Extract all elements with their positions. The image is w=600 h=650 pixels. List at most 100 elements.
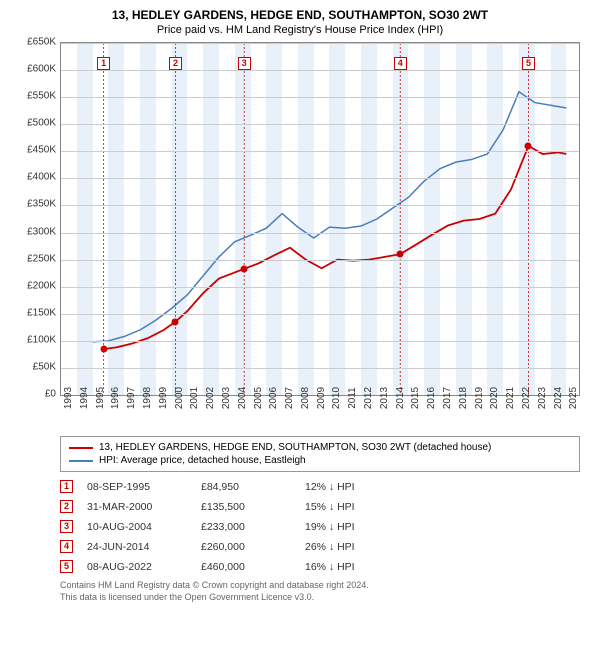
sale-pct: 26% ↓ HPI	[305, 541, 395, 553]
sale-marker-box: 1	[97, 57, 110, 70]
legend-label: 13, HEDLEY GARDENS, HEDGE END, SOUTHAMPT…	[99, 442, 491, 453]
sales-row: 108-SEP-1995£84,95012% ↓ HPI	[60, 480, 590, 493]
sale-price: £135,500	[201, 501, 291, 513]
x-axis-label: 2012	[363, 387, 374, 409]
x-axis-label: 1994	[79, 387, 90, 409]
x-axis-label: 2022	[521, 387, 532, 409]
sales-row: 4 24-JUN-2014 £260,000 26% ↓ HPI	[60, 540, 590, 553]
gridline	[61, 97, 579, 98]
sales-row: 5 08-AUG-2022 £460,000 16% ↓ HPI	[60, 560, 590, 573]
sale-date: 10-AUG-2004	[87, 521, 187, 533]
y-axis-label: £50K	[33, 361, 60, 372]
x-axis-label: 2000	[174, 387, 185, 409]
y-axis-label: £600K	[27, 64, 60, 75]
y-axis-label: £0	[45, 389, 60, 400]
gridline	[61, 260, 579, 261]
gridline	[61, 70, 579, 71]
x-axis-label: 2015	[410, 387, 421, 409]
chart-area: 1 2 3 4 5 1993199419951996199719981999200020…	[60, 42, 580, 432]
x-axis-label: 2008	[300, 387, 311, 409]
x-axis-label: 2018	[458, 387, 469, 409]
sale-price: £84,950	[201, 481, 291, 493]
x-axis-labels: 1993199419951996199719981999200020012002…	[60, 396, 580, 432]
gridline	[61, 368, 579, 369]
sale-index: 1	[60, 480, 73, 493]
sale-pct: 12% ↓ HPI	[305, 481, 395, 493]
x-axis-label: 2002	[205, 387, 216, 409]
x-axis-label: 1995	[95, 387, 106, 409]
sale-date: 08-AUG-2022	[87, 561, 187, 573]
y-axis-label: £400K	[27, 172, 60, 183]
y-axis-label: £650K	[27, 37, 60, 48]
plot-region: 1 2 3 4 5	[60, 42, 580, 396]
sale-date: 24-JUN-2014	[87, 541, 187, 553]
x-axis-label: 2017	[442, 387, 453, 409]
sale-pct: 15% ↓ HPI	[305, 501, 395, 513]
y-axis-label: £200K	[27, 280, 60, 291]
sale-price: £260,000	[201, 541, 291, 553]
gridline	[61, 314, 579, 315]
x-axis-label: 2024	[553, 387, 564, 409]
sale-marker-dot	[397, 251, 404, 258]
y-axis-label: £150K	[27, 307, 60, 318]
gridline	[61, 233, 579, 234]
x-axis-label: 2020	[489, 387, 500, 409]
sale-marker-dot	[241, 265, 248, 272]
x-axis-label: 1993	[63, 387, 74, 409]
sales-table: 108-SEP-1995£84,95012% ↓ HPI231-MAR-2000…	[60, 480, 590, 573]
footer: Contains HM Land Registry data © Crown c…	[60, 580, 590, 603]
x-axis-label: 2023	[537, 387, 548, 409]
legend: 13, HEDLEY GARDENS, HEDGE END, SOUTHAMPT…	[60, 436, 580, 472]
y-axis-label: £250K	[27, 253, 60, 264]
x-axis-label: 2021	[505, 387, 516, 409]
gridline	[61, 205, 579, 206]
x-axis-label: 2003	[221, 387, 232, 409]
y-axis-label: £300K	[27, 226, 60, 237]
x-axis-label: 2004	[237, 387, 248, 409]
gridline	[61, 151, 579, 152]
x-axis-label: 2010	[331, 387, 342, 409]
legend-label: HPI: Average price, detached house, East…	[99, 455, 306, 466]
sale-marker-box: 3	[238, 57, 251, 70]
x-axis-label: 2025	[568, 387, 579, 409]
sale-marker-box: 5	[522, 57, 535, 70]
footer-line: This data is licensed under the Open Gov…	[60, 592, 590, 604]
sale-marker-box: 2	[169, 57, 182, 70]
y-axis-label: £450K	[27, 145, 60, 156]
sale-price: £460,000	[201, 561, 291, 573]
legend-swatch	[69, 447, 93, 449]
x-axis-label: 2005	[253, 387, 264, 409]
sale-marker-dot	[525, 142, 532, 149]
gridline	[61, 287, 579, 288]
x-axis-label: 2014	[395, 387, 406, 409]
chart-title: 13, HEDLEY GARDENS, HEDGE END, SOUTHAMPT…	[10, 8, 590, 22]
sale-date: 31-MAR-2000	[87, 501, 187, 513]
x-axis-label: 2019	[474, 387, 485, 409]
y-axis-label: £100K	[27, 334, 60, 345]
x-axis-label: 2013	[379, 387, 390, 409]
footer-line: Contains HM Land Registry data © Crown c…	[60, 580, 590, 592]
x-axis-label: 2001	[189, 387, 200, 409]
gridline	[61, 178, 579, 179]
sale-pct: 19% ↓ HPI	[305, 521, 395, 533]
sale-index: 4	[60, 540, 73, 553]
sale-index: 3	[60, 520, 73, 533]
sale-marker-dot	[172, 318, 179, 325]
sale-index: 5	[60, 560, 73, 573]
gridline	[61, 124, 579, 125]
sale-price: £233,000	[201, 521, 291, 533]
sale-index: 2	[60, 500, 73, 513]
chart-subtitle: Price paid vs. HM Land Registry's House …	[10, 24, 590, 36]
x-axis-label: 1998	[142, 387, 153, 409]
x-axis-label: 2007	[284, 387, 295, 409]
legend-swatch	[69, 460, 93, 462]
series-line-hpi	[93, 92, 567, 342]
sales-row: 3 10-AUG-2004 £233,000 19% ↓ HPI	[60, 520, 590, 533]
sale-marker-box: 4	[394, 57, 407, 70]
x-axis-label: 2016	[426, 387, 437, 409]
x-axis-label: 2011	[347, 387, 358, 409]
x-axis-label: 1999	[158, 387, 169, 409]
y-axis-label: £500K	[27, 118, 60, 129]
sale-pct: 16% ↓ HPI	[305, 561, 395, 573]
sales-row: 2 31-MAR-2000 £135,500 15% ↓ HPI	[60, 500, 590, 513]
